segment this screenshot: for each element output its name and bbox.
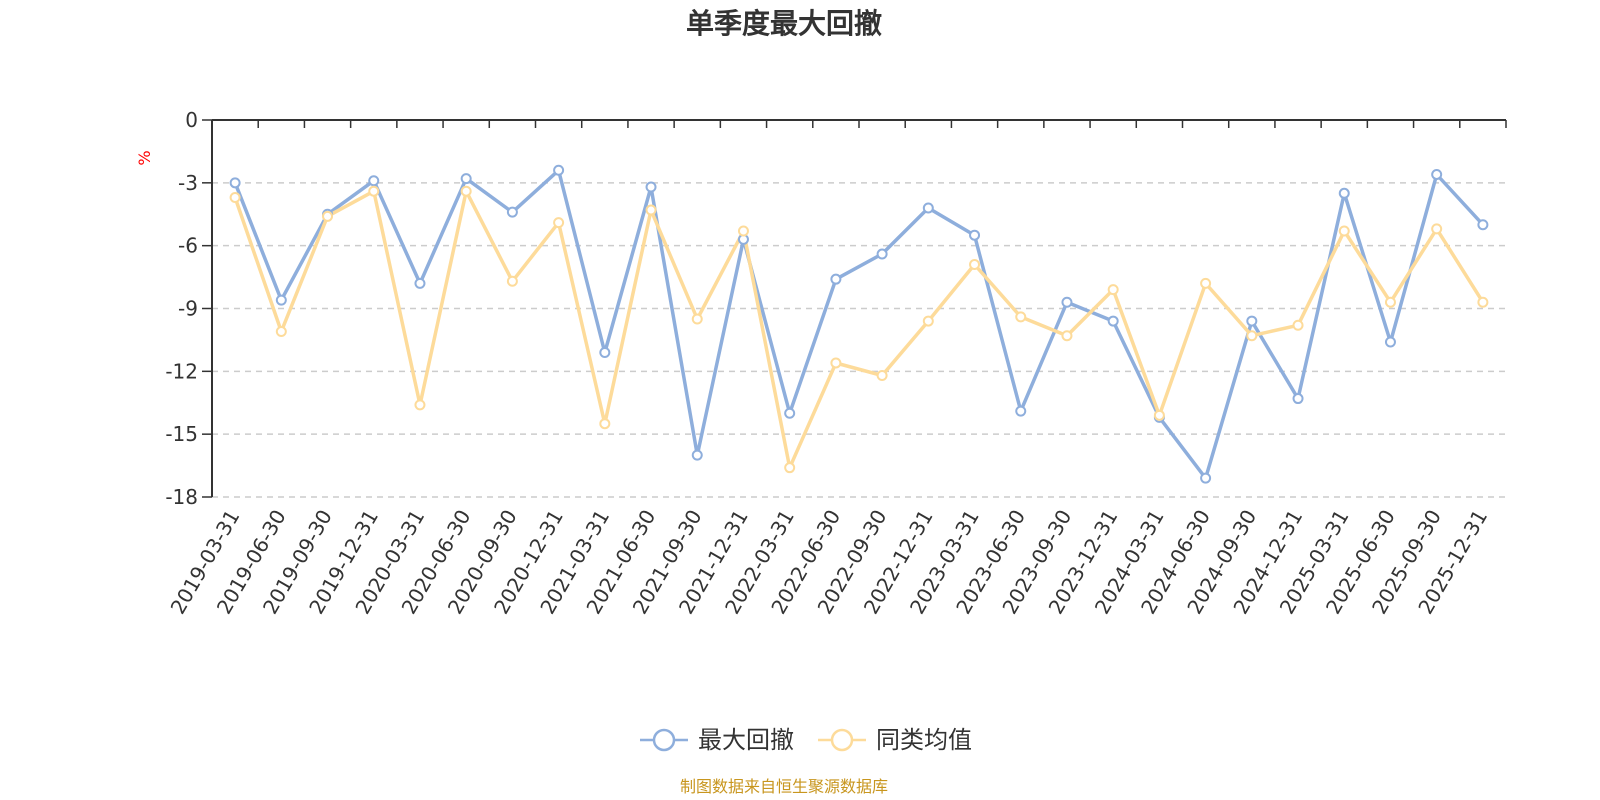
series-1-point-11	[737, 225, 749, 237]
y-axis-unit: %	[135, 150, 154, 165]
series-1-point-27	[1477, 296, 1489, 308]
legend-marker-1	[830, 728, 854, 752]
legend-label-0: 最大回撤	[698, 726, 794, 754]
series-0-point-3	[368, 175, 380, 187]
series-1-point-2	[322, 210, 334, 222]
series-1-point-4	[414, 399, 426, 411]
series-0-point-6	[506, 206, 518, 218]
series-1-point-5	[460, 185, 472, 197]
chart-title: 单季度最大回撤	[686, 7, 882, 40]
series-1-point-25	[1384, 296, 1396, 308]
series-1-point-22	[1246, 330, 1258, 342]
series-0-point-24	[1338, 187, 1350, 199]
y-tick-label-5: -15	[165, 422, 198, 446]
series-0-point-27	[1477, 219, 1489, 231]
series-1-point-13	[830, 357, 842, 369]
y-tick-label-3: -9	[178, 297, 198, 321]
series-0-point-13	[830, 273, 842, 285]
series-0-point-12	[784, 407, 796, 419]
series-0-point-16	[969, 229, 981, 241]
axes	[211, 119, 1506, 497]
gridlines	[212, 182, 1506, 498]
series-group	[229, 164, 1489, 484]
series-0-point-17	[1015, 405, 1027, 417]
series-1-point-12	[784, 462, 796, 474]
series-1-point-23	[1292, 319, 1304, 331]
series-0-point-22	[1246, 315, 1258, 327]
series-1-point-9	[645, 204, 657, 216]
series-1-point-1	[275, 326, 287, 338]
series-0-point-8	[599, 346, 611, 358]
series-0-point-9	[645, 181, 657, 193]
series-0-point-10	[691, 449, 703, 461]
series-1-point-24	[1338, 225, 1350, 237]
series-0-point-21	[1200, 472, 1212, 484]
series-0-point-15	[922, 202, 934, 214]
y-tick-label-4: -12	[165, 359, 198, 383]
y-tick-label-0: 0	[185, 108, 198, 132]
series-1-point-7	[553, 217, 565, 229]
series-0-point-25	[1384, 336, 1396, 348]
series-1-point-16	[969, 259, 981, 271]
series-0-point-14	[876, 248, 888, 260]
series-1-point-18	[1061, 330, 1073, 342]
legend-label-1: 同类均值	[876, 726, 972, 754]
series-0-point-1	[275, 294, 287, 306]
series-1-point-21	[1200, 277, 1212, 289]
series-0-point-26	[1431, 168, 1443, 180]
series-0-point-0	[229, 177, 241, 189]
series-0-point-18	[1061, 296, 1073, 308]
series-0-point-4	[414, 277, 426, 289]
series-0-point-5	[460, 173, 472, 185]
series-1-point-3	[368, 185, 380, 197]
series-0-point-23	[1292, 393, 1304, 405]
series-0-point-19	[1107, 315, 1119, 327]
series-1-point-8	[599, 418, 611, 430]
legend: 最大回撤 同类均值	[640, 726, 972, 754]
source-note: 制图数据来自恒生聚源数据库	[680, 777, 888, 796]
series-line-1	[233, 189, 1485, 470]
series-1-point-10	[691, 313, 703, 325]
series-1-point-19	[1107, 284, 1119, 296]
series-1-point-17	[1015, 311, 1027, 323]
series-1-point-20	[1153, 409, 1165, 421]
series-line-0	[233, 168, 1485, 480]
y-axis-ticks: 0 -3 -6 -9 -12 -15 -18	[165, 108, 212, 509]
series-1-point-0	[229, 191, 241, 203]
y-tick-label-6: -18	[165, 485, 198, 509]
series-1-point-14	[876, 370, 888, 382]
series-1-point-15	[922, 315, 934, 327]
y-tick-label-1: -3	[178, 171, 198, 195]
legend-marker-0	[652, 728, 676, 752]
y-tick-label-2: -6	[178, 234, 198, 258]
series-0-point-7	[553, 164, 565, 176]
series-1-point-26	[1431, 223, 1443, 235]
series-1-point-6	[506, 275, 518, 287]
